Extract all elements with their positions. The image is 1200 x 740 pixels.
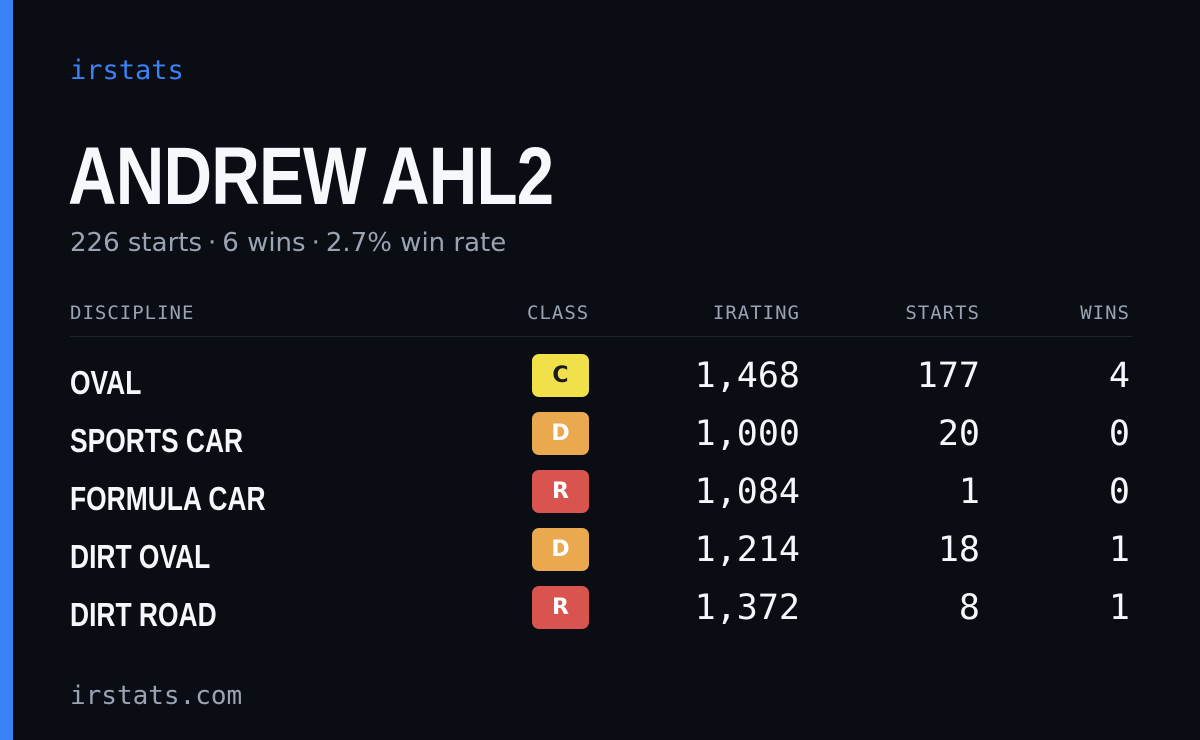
row-wins: 0: [1108, 472, 1130, 512]
total-starts: 226 starts: [70, 228, 202, 258]
driver-summary: 226 starts · 6 wins · 2.7% win rate: [70, 228, 506, 258]
row-starts: 1: [958, 472, 980, 512]
row-wins: 1: [1108, 588, 1130, 628]
total-wins: 6 wins: [222, 228, 306, 258]
row-discipline: FORMULA CAR: [70, 480, 266, 517]
table-body: OVAL C 1,468 177 4 SPORTS CAR D 1,000 20…: [70, 352, 1132, 642]
accent-bar: [0, 0, 13, 740]
row-irating: 1,468: [694, 356, 800, 396]
table-header: DISCIPLINE CLASS IRATING STARTS WINS: [70, 298, 1132, 337]
header-irating: IRATING: [712, 302, 800, 324]
row-irating: 1,084: [694, 472, 800, 512]
row-wins: 1: [1108, 530, 1130, 570]
table-row: SPORTS CAR D 1,000 20 0: [70, 410, 1132, 468]
class-badge: R: [532, 586, 589, 629]
table-row: OVAL C 1,468 177 4: [70, 352, 1132, 410]
footer-url[interactable]: irstats.com: [70, 681, 243, 711]
row-wins: 4: [1108, 356, 1130, 396]
header-starts: STARTS: [905, 302, 980, 324]
row-discipline: SPORTS CAR: [70, 422, 244, 459]
class-badge: R: [532, 470, 589, 513]
row-starts: 20: [937, 414, 980, 454]
class-badge: D: [532, 412, 589, 455]
header-discipline: DISCIPLINE: [70, 302, 195, 324]
header-wins: WINS: [1080, 302, 1130, 324]
row-discipline: DIRT OVAL: [70, 538, 211, 575]
class-badge: D: [532, 528, 589, 571]
row-irating: 1,372: [694, 588, 800, 628]
row-discipline: OVAL: [70, 364, 142, 401]
discipline-table: DISCIPLINE CLASS IRATING STARTS WINS OVA…: [70, 298, 1132, 633]
row-discipline: DIRT ROAD: [70, 596, 217, 633]
class-badge: C: [532, 354, 589, 397]
row-starts: 18: [937, 530, 980, 570]
row-irating: 1,214: [694, 530, 800, 570]
table-row: DIRT ROAD R 1,372 8 1: [70, 584, 1132, 642]
row-irating: 1,000: [694, 414, 800, 454]
row-starts: 8: [958, 588, 980, 628]
row-starts: 177: [916, 356, 980, 396]
table-row: FORMULA CAR R 1,084 1 0: [70, 468, 1132, 526]
separator: ·: [311, 228, 320, 258]
brand-logo-text: irstats: [70, 55, 184, 86]
driver-name: ANDREW AHL2: [68, 131, 554, 222]
table-row: DIRT OVAL D 1,214 18 1: [70, 526, 1132, 584]
header-class: CLASS: [527, 302, 590, 324]
separator: ·: [208, 228, 217, 258]
row-wins: 0: [1108, 414, 1130, 454]
win-rate: 2.7% win rate: [325, 228, 507, 258]
